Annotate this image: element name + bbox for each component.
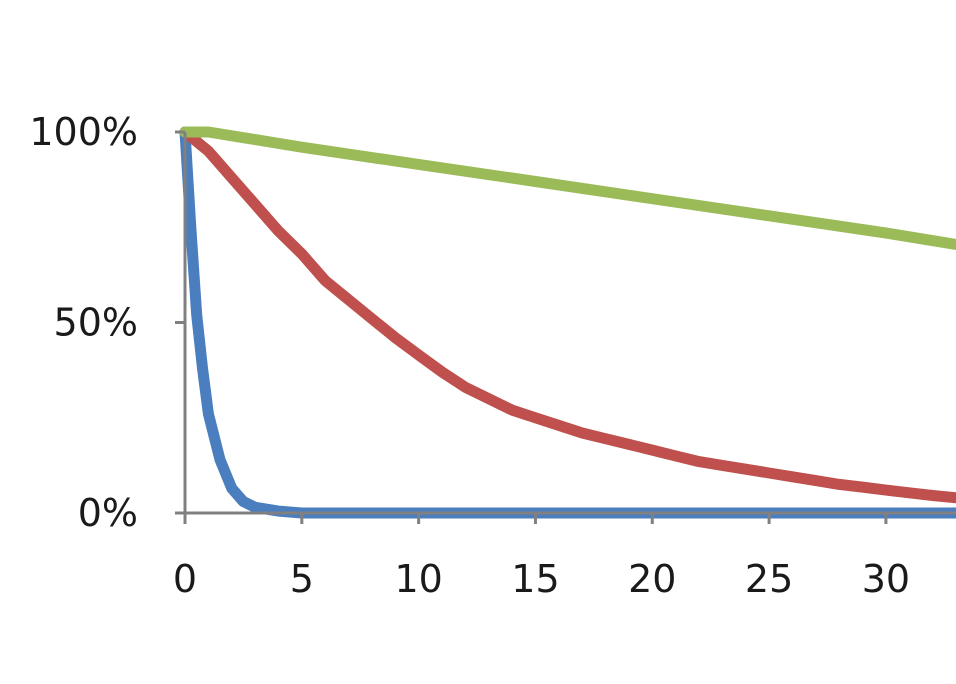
x-tick-label-1: 5: [290, 557, 314, 601]
x-tick-label-5: 25: [745, 557, 793, 601]
y-tick-label-2: 100%: [29, 110, 138, 154]
ticks-layer: 0 5 10 15 20 25 30 0% 50% 100%: [29, 110, 910, 601]
series-line-2: [179, 126, 956, 250]
x-tick-label-2: 10: [394, 557, 442, 601]
y-tick-label-0: 0%: [78, 491, 138, 535]
series-layer: [179, 126, 956, 519]
y-tick-label-1: 50%: [54, 301, 138, 345]
x-tick-label-0: 0: [173, 557, 197, 601]
x-tick-label-4: 20: [628, 557, 676, 601]
x-tick-label-3: 15: [511, 557, 559, 601]
series-line-1: [179, 126, 956, 504]
x-tick-label-6: 30: [862, 557, 910, 601]
